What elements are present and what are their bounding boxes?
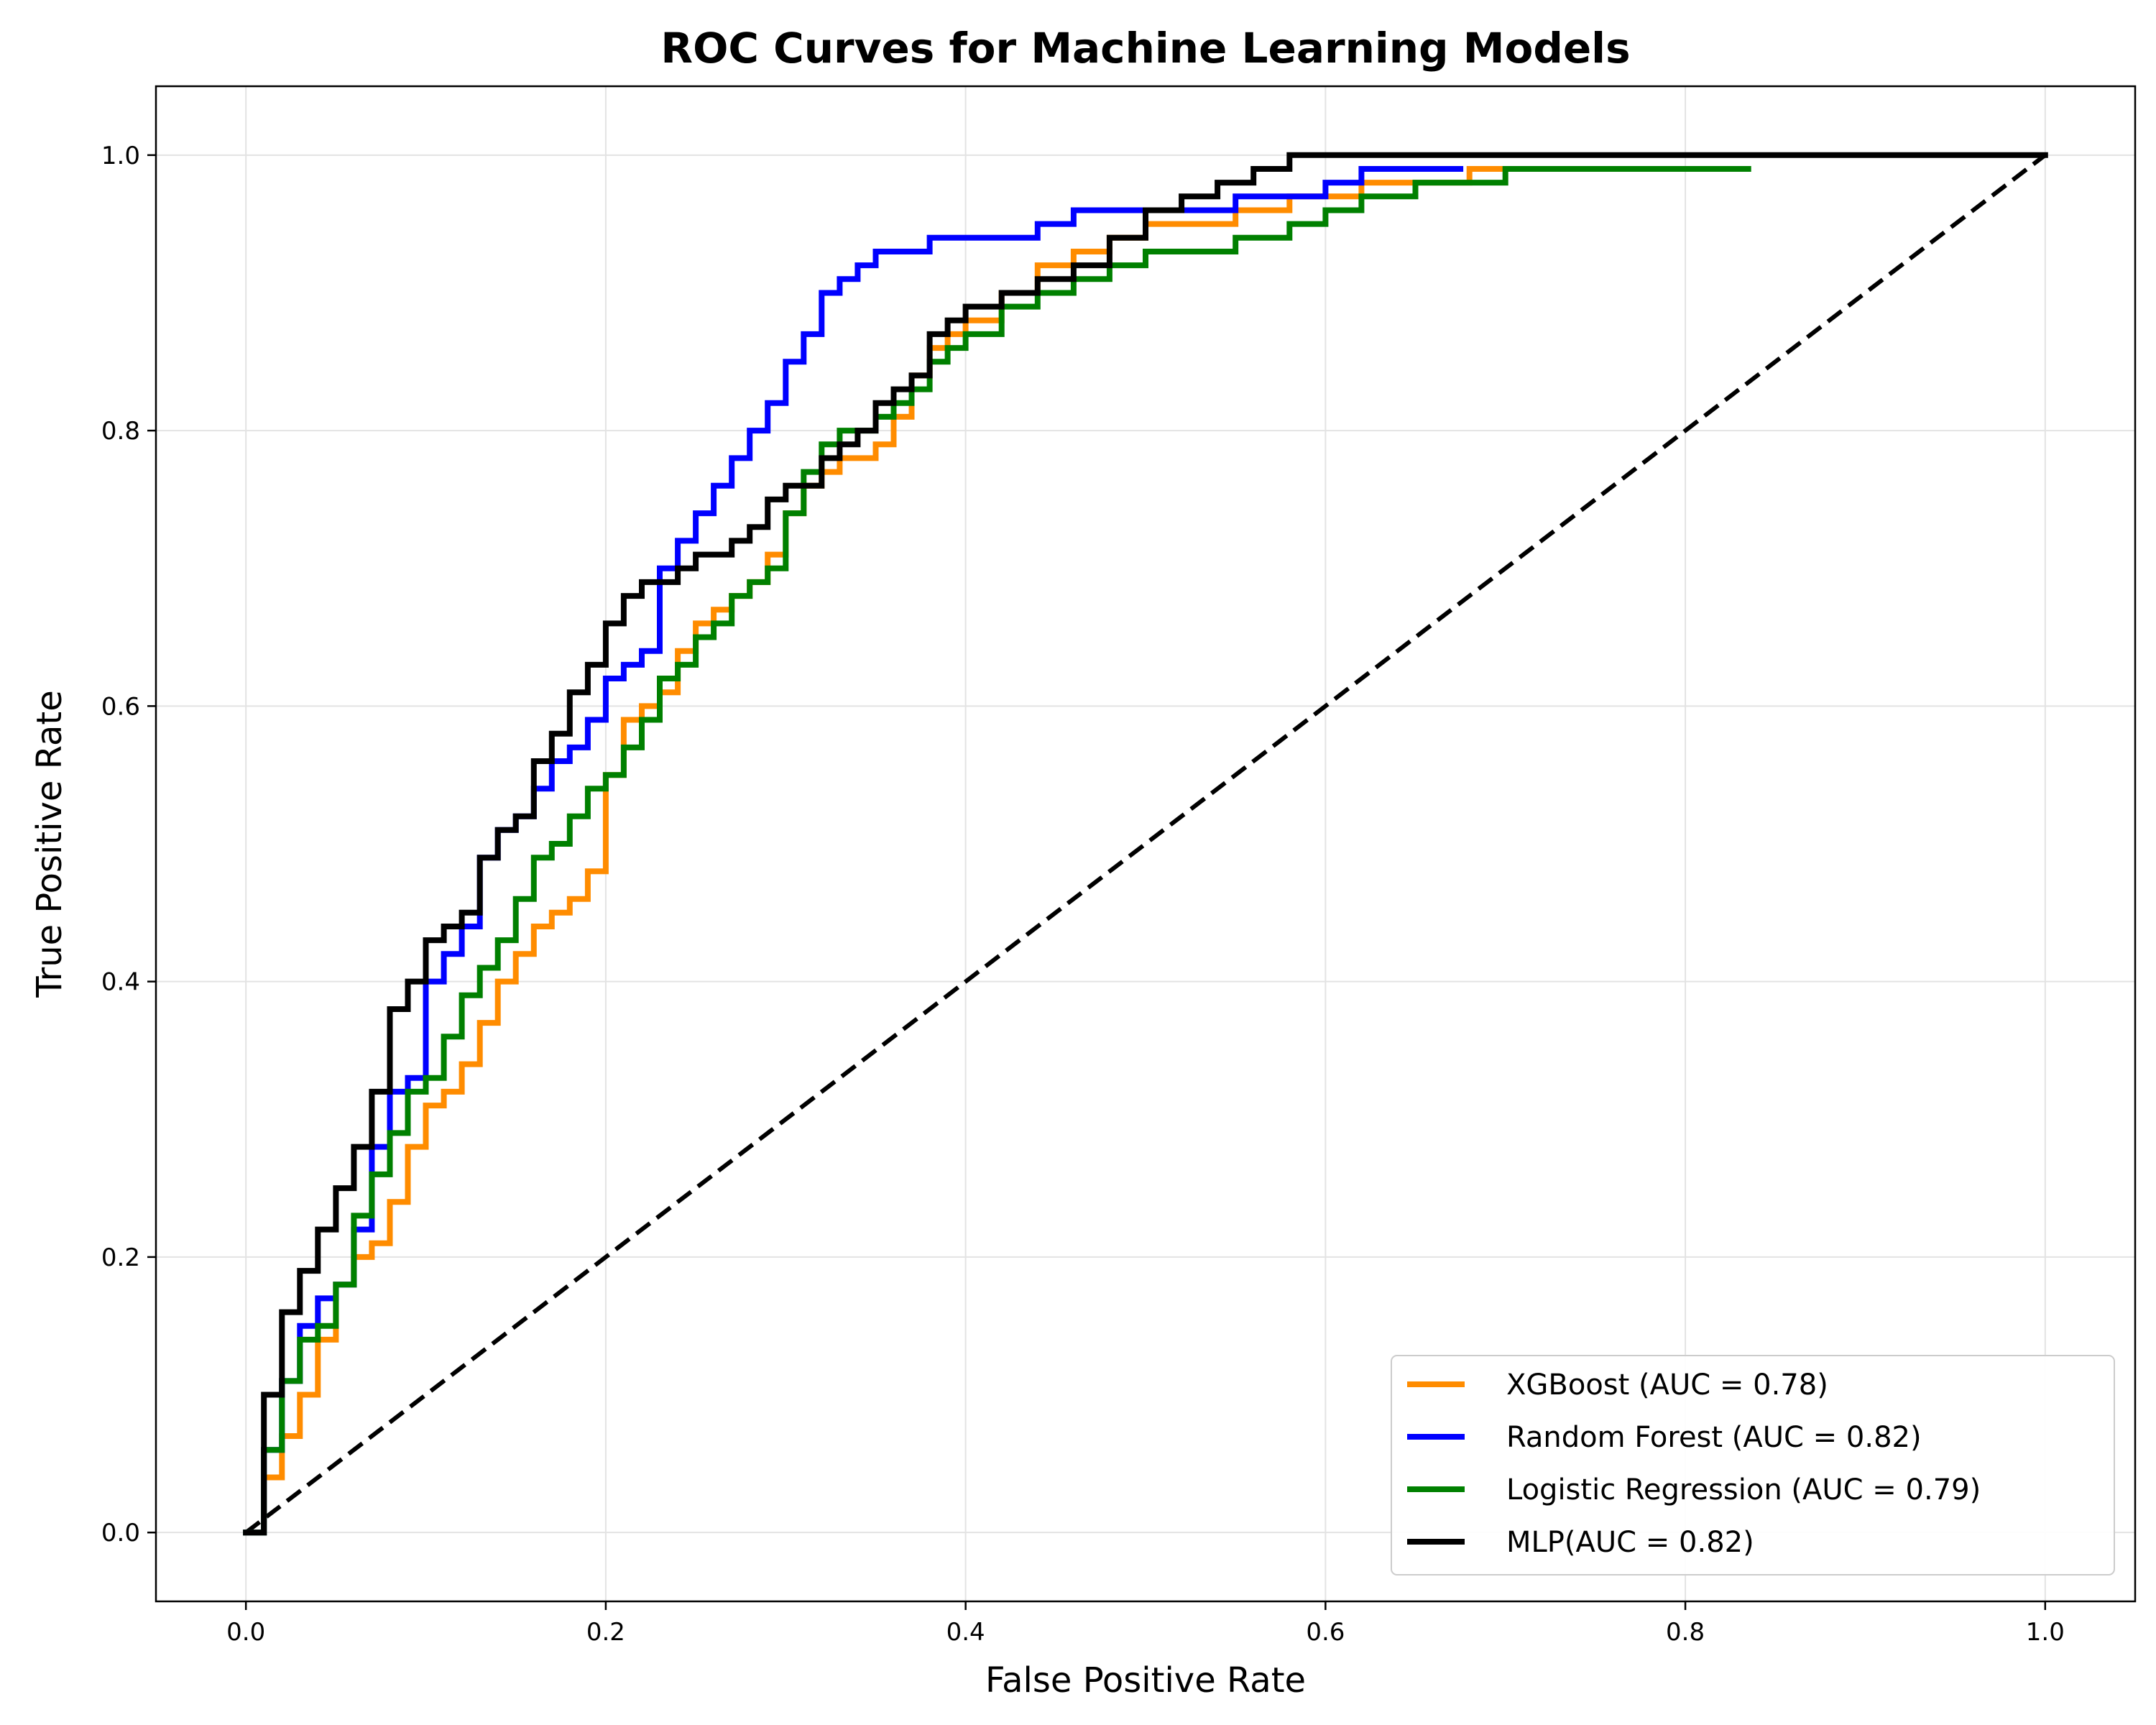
chart-title: ROC Curves for Machine Learning Models bbox=[660, 24, 1630, 73]
mlp-curve bbox=[243, 152, 2048, 1536]
logistic-regression-curve bbox=[243, 166, 1751, 1536]
plot-frame bbox=[155, 85, 2137, 1603]
x-tick-label: 0.4 bbox=[946, 1618, 985, 1647]
y-tick-label: 0.0 bbox=[101, 1519, 140, 1547]
y-tick-label: 0.8 bbox=[101, 417, 140, 446]
y-tick-label: 0.4 bbox=[101, 968, 140, 997]
reference-diagonal-line bbox=[244, 153, 2047, 1535]
y-tick-label: 0.2 bbox=[101, 1243, 140, 1272]
reference-line-group bbox=[244, 153, 2047, 1535]
x-tick-label: 1.0 bbox=[2026, 1618, 2065, 1647]
x-tick-label: 0.0 bbox=[226, 1618, 265, 1647]
y-axis-label: True Positive Rate bbox=[29, 690, 70, 998]
legend-label-random-forest: Random Forest (AUC = 0.82) bbox=[1506, 1421, 1922, 1454]
x-axis-label: False Positive Rate bbox=[985, 1660, 1306, 1701]
x-tick-label: 0.8 bbox=[1666, 1618, 1705, 1647]
y-tick-label: 0.6 bbox=[101, 692, 140, 721]
legend-label-logistic-regression: Logistic Regression (AUC = 0.79) bbox=[1506, 1473, 1981, 1506]
x-tick-label: 0.6 bbox=[1306, 1618, 1345, 1647]
legend-label-mlp: MLP(AUC = 0.82) bbox=[1506, 1526, 1754, 1559]
legend-label-xgboost: XGBoost (AUC = 0.78) bbox=[1506, 1368, 1828, 1402]
y-tick-label: 1.0 bbox=[101, 142, 140, 170]
series-group bbox=[243, 152, 2048, 1536]
legend: XGBoost (AUC = 0.78) Random Forest (AUC … bbox=[1391, 1355, 2115, 1576]
legend-frame bbox=[1391, 1355, 2115, 1576]
x-tick-label: 0.2 bbox=[586, 1618, 625, 1647]
axis-ticks: 0.0 0.2 0.4 0.6 0.8 1.0 0.0 0.2 0.4 0.6 0.8 1.0 bbox=[101, 142, 2065, 1647]
